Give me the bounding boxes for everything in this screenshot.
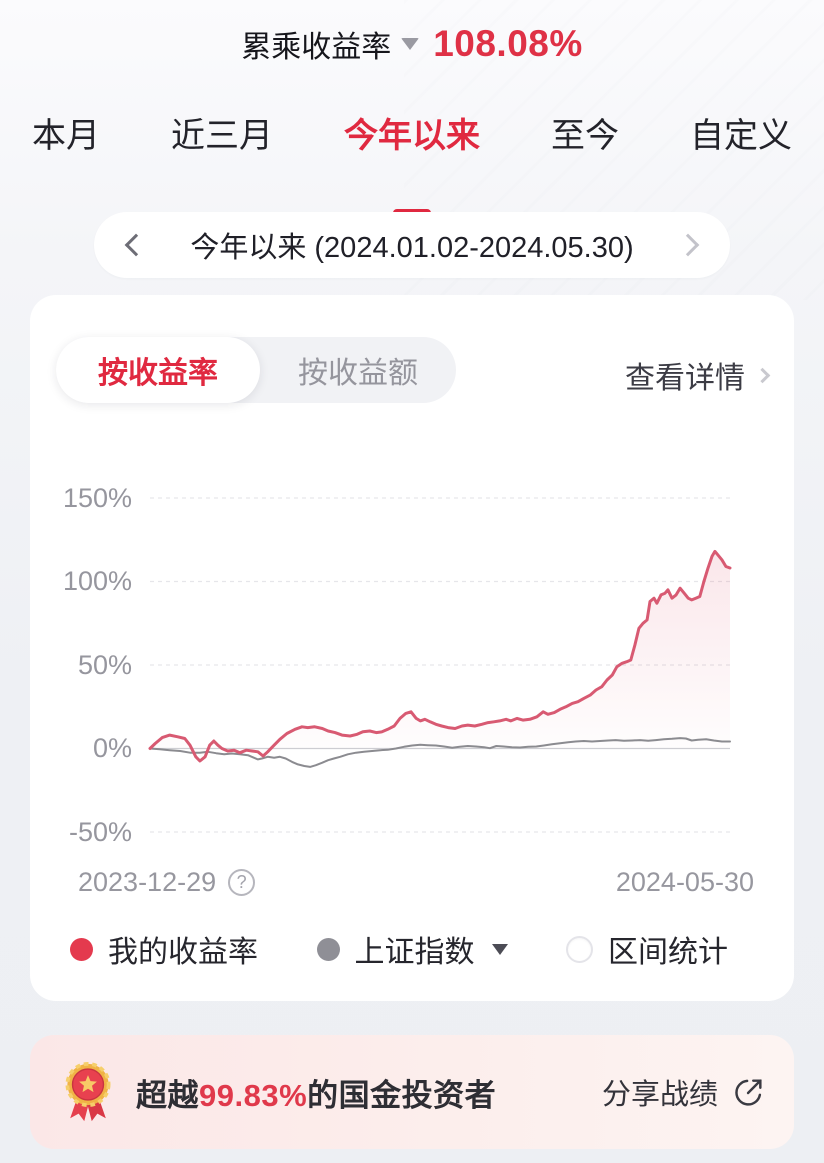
returns-line-chart[interactable] [30,435,794,875]
view-details-label: 查看详情 [625,362,745,395]
period-tabs: 本月 近三月 今年以来 至今 自定义 [0,108,824,183]
my-return-line [148,549,732,763]
share-label: 分享战绩 [601,1079,718,1111]
prev-range-icon[interactable] [124,233,148,257]
chart-area[interactable]: 150% 100% 50% 0% -50% [30,435,794,875]
tab-since-start[interactable]: 至今 [551,117,619,155]
rank-suffix: 的国金投资者 [307,1077,497,1113]
chevron-right-icon [754,367,771,383]
x-start-date: 2023-12-29 [78,867,217,897]
share-button[interactable]: 分享战绩 [602,1071,766,1113]
index-line [149,737,731,768]
rank-percent: 99.83% [199,1077,308,1113]
gray-dot-icon [316,937,340,961]
red-dot-icon [70,937,93,961]
tab-last-3-months[interactable]: 近三月 [171,117,273,155]
chevron-down-icon [401,38,420,50]
radio-unchecked-icon[interactable] [566,935,593,963]
returns-card: 按收益率 按收益额 查看详情 150% 100% 50% 0% -50% 202… [30,295,794,1001]
rank-text: 超越99.83%的国金投资者 [136,1070,496,1115]
help-icon[interactable]: ? [228,869,256,896]
tab-year-to-date[interactable]: 今年以来 [344,108,480,183]
tab-this-month[interactable]: 本月 [32,117,100,155]
ytick-neg50: -50% [68,817,132,847]
x-end-date: 2024-05-30 [615,867,754,897]
ytick-0: 0% [92,733,132,763]
metric-selector[interactable]: 累乘收益率 [241,22,420,66]
metric-value: 108.08% [433,23,583,64]
date-range-label: 今年以来 (2024.01.02-2024.05.30) [190,232,634,264]
legend-range-stats-toggle[interactable]: 区间统计 [566,927,728,971]
my-return-area-fill [150,551,730,761]
date-range-selector: 今年以来 (2024.01.02-2024.05.30) [94,212,730,278]
mode-switch: 按收益率 按收益额 [56,337,456,403]
metric-label: 累乘收益率 [241,31,392,64]
legend-range-stats-label: 区间统计 [608,936,728,969]
tab-custom[interactable]: 自定义 [690,117,792,155]
legend-my-return-label: 我的收益率 [108,936,258,969]
rank-banner: 超越99.83%的国金投资者 分享战绩 [30,1035,794,1149]
chevron-down-icon [491,943,508,955]
legend-my-return: 我的收益率 [70,927,258,971]
share-icon [735,1079,762,1106]
legend-index-selector[interactable]: 上证指数 [316,927,508,971]
medal-icon [65,1062,111,1122]
next-range-icon[interactable] [676,233,700,257]
ytick-150: 150% [62,483,132,513]
ytick-50: 50% [77,650,132,680]
legend-index-label: 上证指数 [354,936,475,969]
tab-by-return-rate[interactable]: 按收益率 [56,337,260,403]
view-details-link[interactable]: 查看详情 [625,353,771,397]
ytick-100: 100% [62,566,132,596]
header: 累乘收益率 108.08% [0,22,824,66]
x-axis-labels: 2023-12-29 ? 2024-05-30 [78,867,754,898]
rank-prefix: 超越 [136,1077,199,1113]
chart-legend: 我的收益率 上证指数 区间统计 [70,927,728,971]
tab-by-return-amount[interactable]: 按收益额 [298,357,418,390]
